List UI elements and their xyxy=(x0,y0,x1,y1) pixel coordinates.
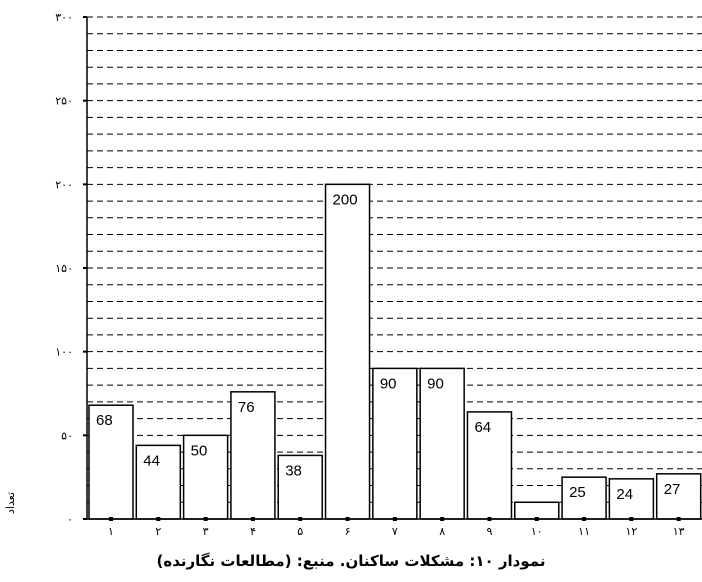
bar xyxy=(514,501,560,520)
y-tick-label: ۰ xyxy=(67,513,73,526)
x-tick-label: ۱۱ xyxy=(578,525,590,538)
y-tick-label: ۵۰ xyxy=(61,429,73,442)
data-labels: 68 44 50 76 38 200 90 90 64 25 24 27 xyxy=(96,191,680,503)
x-tick-mark xyxy=(676,517,681,521)
data-label: 27 xyxy=(664,481,681,498)
x-tick-mark xyxy=(298,517,303,521)
x-tick-label: ۱۰ xyxy=(531,525,543,538)
x-tick-mark xyxy=(345,517,350,521)
bar xyxy=(655,473,702,520)
x-tick-label: ۵ xyxy=(297,525,303,538)
bar xyxy=(372,367,418,520)
x-tick-label: ۱۲ xyxy=(625,525,637,538)
figure-caption: نمودار ۱۰: مشکلات ساکنان. منبع: (مطالعات… xyxy=(156,552,546,570)
data-label: 90 xyxy=(427,375,444,392)
data-label: 24 xyxy=(616,486,633,503)
y-tick-label: ۲۰۰ xyxy=(55,178,73,191)
x-tick-label: ۴ xyxy=(250,525,256,538)
bar xyxy=(88,404,134,520)
data-label: 50 xyxy=(191,442,208,459)
x-tick-mark xyxy=(250,517,255,521)
x-tick-mark xyxy=(629,517,634,521)
bar xyxy=(419,367,465,520)
x-tick-mark xyxy=(109,517,113,521)
x-tick-label: ۹ xyxy=(487,525,493,538)
x-tick-label: ۱ xyxy=(108,525,114,538)
x-tick-mark xyxy=(203,517,208,521)
x-axis-ticks: ۱ ۲ ۳ ۴ ۵ ۶ ۷ ۸ ۹ ۱۰ ۱۱ ۱۲ ۱۳ xyxy=(108,517,685,538)
x-tick-label: ۶ xyxy=(345,525,351,538)
data-label: 38 xyxy=(285,462,302,479)
bar xyxy=(182,434,229,520)
x-tick-mark xyxy=(582,517,587,521)
x-tick-mark xyxy=(440,517,445,521)
bar xyxy=(135,444,182,520)
data-label: 90 xyxy=(380,375,397,392)
x-tick-mark xyxy=(156,517,161,521)
data-label: 76 xyxy=(238,399,255,416)
y-tick-label: ۱۰۰ xyxy=(55,346,73,359)
bar xyxy=(277,454,323,520)
y-tick-label: ۱۵۰ xyxy=(55,262,73,275)
y-tick-label: ۳۰۰ xyxy=(55,11,73,24)
bar xyxy=(561,476,607,520)
grid-lines xyxy=(87,16,702,503)
bar xyxy=(608,478,655,520)
x-tick-mark xyxy=(392,517,397,521)
x-tick-label: ۸ xyxy=(439,525,445,538)
data-label: 200 xyxy=(333,191,358,208)
data-label: 64 xyxy=(474,419,491,436)
bar xyxy=(230,391,276,520)
x-tick-mark xyxy=(487,517,492,521)
data-label: 25 xyxy=(569,484,586,501)
bar xyxy=(466,411,513,520)
x-tick-label: ۱۳ xyxy=(673,525,685,538)
data-label: 68 xyxy=(96,412,113,429)
y-axis-label: تعداد xyxy=(4,492,17,514)
x-tick-label: ۲ xyxy=(155,525,161,538)
x-tick-label: ۷ xyxy=(392,525,398,538)
bar xyxy=(324,183,371,520)
bars xyxy=(88,183,702,520)
y-axis-ticks: ۰ ۵۰ ۱۰۰ ۱۵۰ ۲۰۰ ۲۵۰ ۳۰۰ xyxy=(55,11,87,526)
data-label: 44 xyxy=(143,452,160,469)
y-tick-label: ۲۵۰ xyxy=(55,95,73,108)
x-tick-label: ۳ xyxy=(203,525,209,538)
x-tick-mark xyxy=(534,517,539,521)
